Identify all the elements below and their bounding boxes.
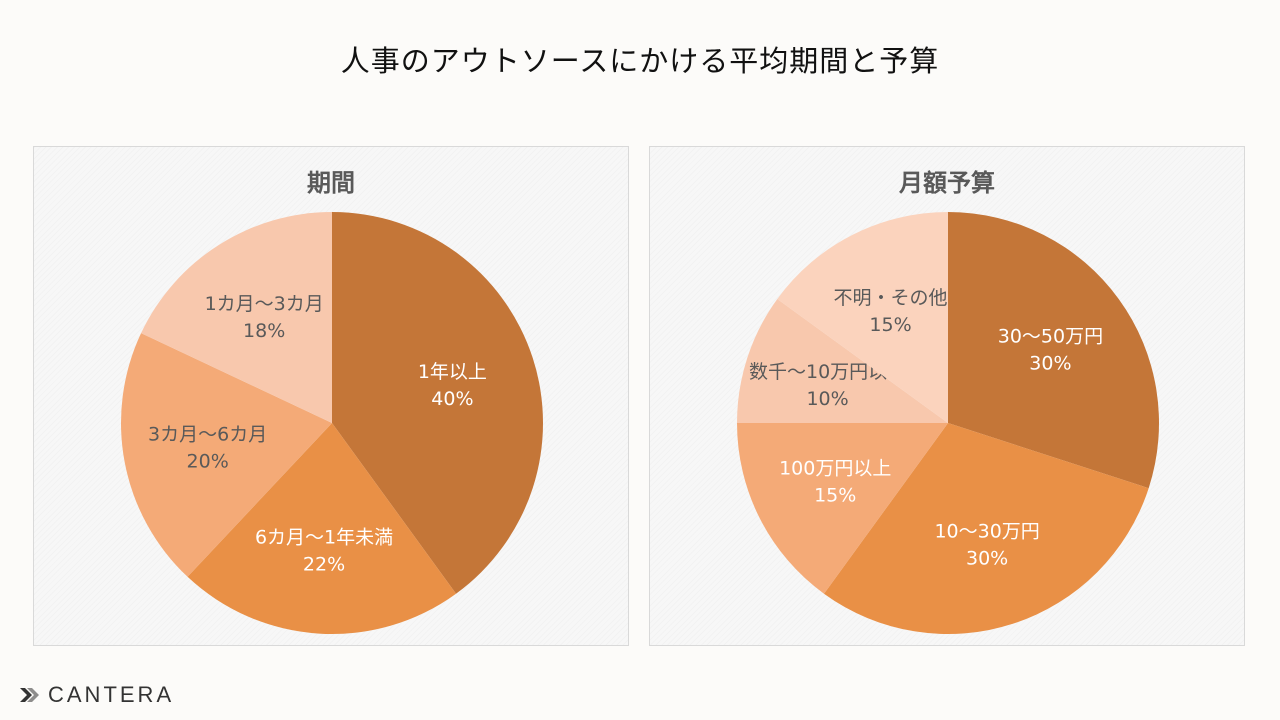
slice-value-label: 30% bbox=[966, 547, 1008, 569]
pie-slice bbox=[777, 212, 948, 423]
slice-label: 10～30万円 bbox=[934, 520, 1039, 542]
cantera-logo-text: CANTERA bbox=[48, 682, 175, 707]
pie-chart-period: 1年以上 40% 6カ月～1年未満 22% 3カ月～6カ月 20% 1カ月～3カ月 18% bbox=[121, 212, 543, 634]
cantera-logo-icon bbox=[20, 688, 39, 702]
chart-title-period: 期間 bbox=[307, 169, 355, 197]
cantera-logo: CANTERA bbox=[18, 680, 174, 710]
slice-value-label: 15% bbox=[814, 484, 856, 506]
slice-value-label: 20% bbox=[187, 451, 229, 473]
chart-panel-period: 期間 1年以上 40% 6カ月～1年未満 22% 3カ月～6カ月 20% 1カ月～3カ月 18… bbox=[33, 146, 629, 646]
slice-value-label: 15% bbox=[869, 314, 911, 336]
pie-slice bbox=[737, 298, 948, 423]
pie-slice bbox=[187, 423, 457, 634]
slice-value-label: 18% bbox=[243, 320, 285, 342]
pie-slice bbox=[823, 423, 1149, 634]
pie-chart-budget: 30～50万円 30% 10～30万円 30% 100万円以上 15% 数千～10万円以下 1… bbox=[737, 212, 1159, 634]
slice-label: 数千～10万円以下 bbox=[749, 361, 906, 383]
pie-slice bbox=[141, 212, 332, 423]
slice-label: 100万円以上 bbox=[779, 457, 891, 479]
slice-value-label: 22% bbox=[303, 553, 345, 575]
slice-label: 1カ月～3カ月 bbox=[205, 293, 324, 315]
pie-slice bbox=[737, 423, 948, 594]
slice-label: 3カ月～6カ月 bbox=[148, 424, 267, 446]
slice-label: 6カ月～1年未満 bbox=[255, 526, 393, 548]
pie-slice bbox=[332, 212, 543, 594]
slice-value-label: 30% bbox=[1029, 353, 1071, 375]
slice-label: 1年以上 bbox=[418, 361, 487, 383]
slice-value-label: 40% bbox=[431, 388, 473, 410]
slice-label: 30～50万円 bbox=[998, 326, 1103, 348]
pie-slice bbox=[948, 212, 1159, 489]
pie-slice bbox=[121, 333, 332, 577]
chart-panel-budget: 月額予算 30～50万円 30% 10～30万円 30% 100万円以上 15% 数千～10… bbox=[649, 146, 1245, 646]
slice-label: 不明・その他 bbox=[834, 287, 948, 309]
chart-title-budget: 月額予算 bbox=[899, 169, 995, 197]
slice-value-label: 10% bbox=[806, 388, 848, 410]
page-title: 人事のアウトソースにかける平均期間と予算 bbox=[340, 44, 940, 78]
